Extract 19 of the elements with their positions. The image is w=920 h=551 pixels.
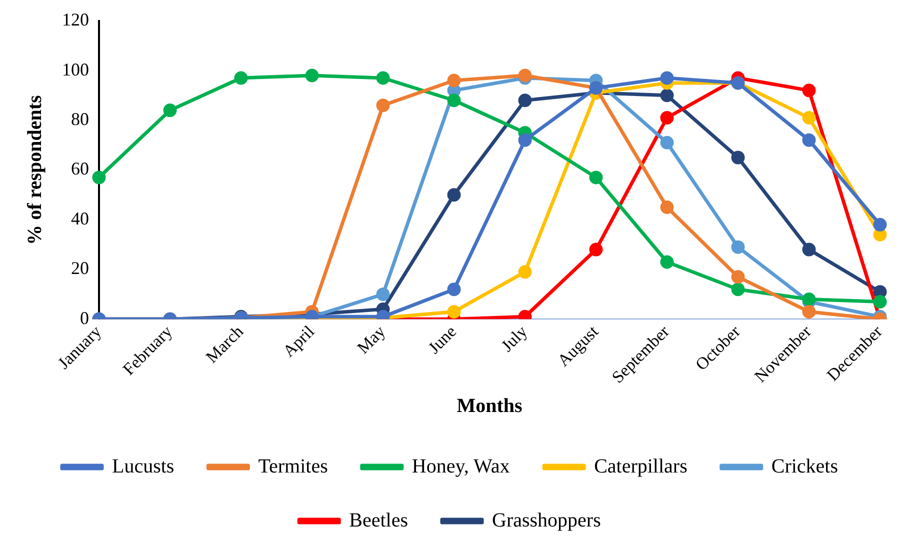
y-tick-label: 60 [71,158,89,179]
y-tick-label: 80 [71,108,89,129]
y-tick-label: 120 [62,10,89,30]
legend-label: Beetles [349,509,408,532]
legend-label: Crickets [771,455,838,478]
x-tick-label: May [354,322,390,358]
legend-label: Caterpillars [594,455,688,478]
x-tick-label: June [424,322,460,358]
y-tick-label: 100 [62,59,89,80]
x-tick-label: July [498,322,532,356]
y-axis-title: % of respondents [24,94,46,245]
x-axis-title: Months [456,395,522,418]
y-tick-label: 20 [71,258,89,278]
legend-label: Grasshoppers [492,509,602,532]
legend-label: Honey, Wax [412,455,510,478]
legend-label: Lucusts [112,455,174,478]
legend-label: Termites [258,455,328,478]
y-tick-label: 40 [71,208,89,228]
y-tick-label: 0 [80,308,89,328]
